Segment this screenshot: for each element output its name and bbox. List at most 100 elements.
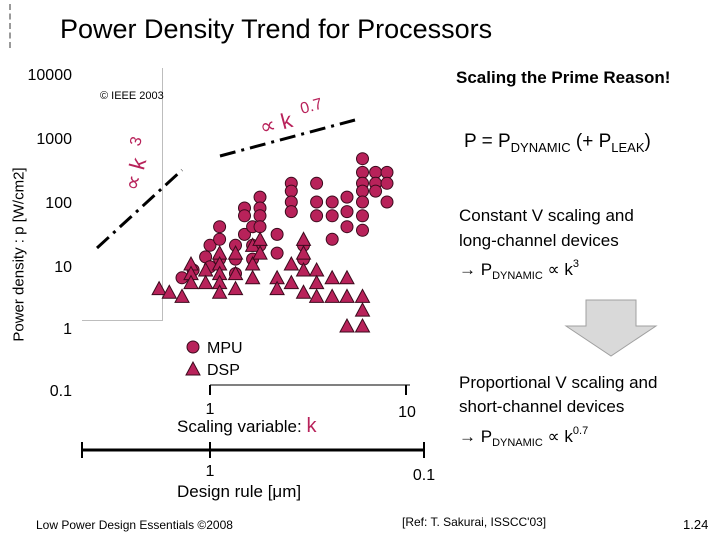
- dsp-point: [283, 255, 300, 271]
- dsp-point: [324, 269, 340, 285]
- chart-legend: MPU DSP: [185, 340, 243, 379]
- dsp-point: [295, 284, 312, 299]
- mpu-point: [238, 227, 251, 241]
- proportional-scaling-line1: Proportional V scaling and: [459, 373, 658, 392]
- dsp-point: [354, 317, 371, 333]
- design-rule-axis-label: Design rule [μm]: [177, 482, 301, 501]
- mpu-point: [356, 195, 369, 209]
- dsp-point: [227, 280, 244, 296]
- dsp-point: [324, 288, 340, 303]
- mpu-point: [340, 220, 354, 234]
- proportional-prop: ∝ k: [542, 427, 573, 446]
- ieee-copyright: © IEEE 2003: [100, 90, 164, 102]
- k07-annotation-text: ∝ k: [257, 107, 296, 140]
- constant-scaling-result: → PDYNAMIC ∝ k3: [459, 258, 579, 282]
- mpu-point: [213, 232, 227, 246]
- dsp-point: [354, 302, 371, 317]
- plot-area-border: [82, 68, 163, 321]
- k3-annotation-text: ∝ k: [119, 154, 152, 193]
- mpu-point: [325, 232, 339, 246]
- legend-dsp-label: DSP: [207, 362, 240, 379]
- design-rule-tick-label: 1: [206, 463, 215, 480]
- constant-exp: 3: [572, 258, 580, 270]
- mpu-point: [356, 184, 369, 198]
- dsp-point: [308, 274, 325, 290]
- left-rule-decoration: [9, 4, 11, 48]
- dsp-point: [339, 269, 355, 285]
- power-equation: P = PDYNAMIC (+ PLEAK): [464, 131, 651, 155]
- k07-trend-line: [219, 118, 356, 158]
- dsp-point: [151, 280, 167, 296]
- power-eq-end: ): [644, 131, 651, 152]
- mpu-point: [238, 209, 251, 223]
- mpu-point: [340, 190, 354, 204]
- dsp-point: [354, 288, 371, 303]
- scaling-transition-arrow: [564, 299, 658, 357]
- footer-page-number: 1.24: [683, 517, 709, 532]
- k07-annotation: ∝ k 0.7: [257, 96, 325, 140]
- k-axis-label-text: Scaling variable:: [177, 417, 306, 436]
- dsp-point: [252, 231, 268, 246]
- k3-annotation: ∝ k 3: [119, 135, 152, 193]
- mpu-point: [253, 190, 267, 204]
- proportional-dynamic-sub: DYNAMIC: [492, 437, 543, 449]
- mpu-point: [270, 227, 284, 241]
- power-eq-p: P = P: [464, 131, 511, 152]
- legend-mpu-label: MPU: [207, 340, 243, 357]
- mpu-point: [310, 176, 324, 190]
- dsp-point: [308, 288, 325, 303]
- dsp-point: [283, 274, 300, 290]
- dsp-point: [269, 280, 285, 296]
- mpu-point: [325, 209, 339, 223]
- dsp-point: [211, 284, 228, 299]
- power-eq-mid: (+ P: [570, 131, 612, 152]
- mpu-point: [380, 195, 394, 209]
- dsp-point: [197, 274, 214, 290]
- proportional-arrow: → P: [459, 427, 493, 446]
- mpu-point: [310, 195, 324, 209]
- power-eq-leak-sub: LEAK: [611, 139, 645, 155]
- dsp-point: [295, 261, 312, 277]
- mpu-point: [203, 238, 217, 252]
- k3-trend-line: [95, 168, 184, 250]
- constant-scaling-line1: Constant V scaling and: [459, 206, 634, 225]
- dsp-point: [161, 284, 178, 299]
- k-axis-tick-label: 10: [398, 404, 416, 421]
- ytick-label: 1: [63, 321, 72, 338]
- mpu-point: [284, 205, 298, 219]
- constant-scaling-line2: long-channel devices: [459, 231, 619, 250]
- mpu-point: [356, 165, 369, 179]
- mpu-point: [356, 209, 369, 223]
- proportional-scaling-line2: short-channel devices: [459, 397, 625, 416]
- dsp-point: [308, 261, 325, 277]
- dsp-point: [174, 288, 190, 303]
- mpu-point: [340, 205, 354, 219]
- dsp-point: [227, 245, 244, 260]
- dsp-point: [244, 269, 261, 285]
- ytick-label: 100: [45, 195, 72, 212]
- k-axis-label-var: k: [306, 415, 317, 437]
- scaling-heading: Scaling the Prime Reason!: [456, 68, 671, 87]
- proportional-exp: 0.7: [572, 425, 589, 437]
- mpu-point: [325, 195, 339, 209]
- mpu-point: [253, 220, 267, 234]
- mpu-point: [380, 165, 394, 179]
- data-points: [151, 152, 394, 333]
- constant-prop: ∝ k: [542, 260, 573, 279]
- k07-annotation-exp: 0.7: [299, 96, 325, 118]
- ytick-label: 1000: [36, 131, 72, 148]
- footer-reference: [Ref: T. Sakurai, ISSCC'03]: [402, 515, 547, 529]
- mpu-point: [369, 165, 383, 179]
- k3-annotation-exp: 3: [127, 135, 146, 148]
- dsp-point: [227, 265, 244, 281]
- ytick-label: 0.1: [50, 383, 72, 400]
- ytick-label: 10000: [28, 67, 73, 84]
- mpu-point: [310, 209, 324, 223]
- constant-arrow: → P: [459, 260, 493, 279]
- design-rule-tick-label: 0.1: [413, 467, 435, 484]
- dsp-point: [183, 274, 199, 290]
- mpu-point: [213, 220, 227, 234]
- dsp-point: [339, 317, 355, 333]
- mpu-point: [253, 209, 267, 223]
